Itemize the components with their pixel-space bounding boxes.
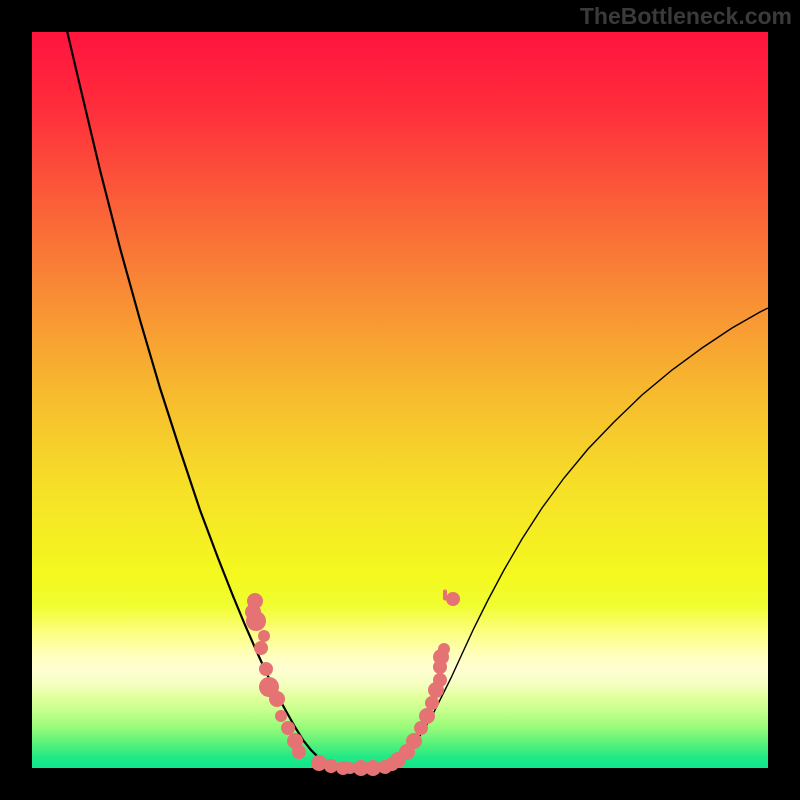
data-marker	[425, 696, 439, 710]
data-marker	[433, 673, 447, 687]
data-marker	[446, 592, 460, 606]
watermark-text: TheBottleneck.com	[580, 3, 792, 29]
data-marker	[258, 630, 270, 642]
data-marker	[438, 643, 450, 655]
data-marker	[254, 641, 268, 655]
outlier-tail-marker	[443, 590, 447, 601]
data-marker	[324, 759, 338, 773]
bottleneck-v-chart: TheBottleneck.com	[0, 0, 800, 800]
data-marker	[259, 662, 273, 676]
data-marker	[246, 611, 266, 631]
chart-canvas: TheBottleneck.com	[0, 0, 800, 800]
data-marker	[275, 710, 287, 722]
heatmap-gradient	[32, 32, 768, 768]
data-marker	[269, 691, 285, 707]
data-marker	[406, 733, 422, 749]
data-marker	[281, 721, 295, 735]
data-marker	[419, 708, 435, 724]
data-marker	[292, 745, 306, 759]
